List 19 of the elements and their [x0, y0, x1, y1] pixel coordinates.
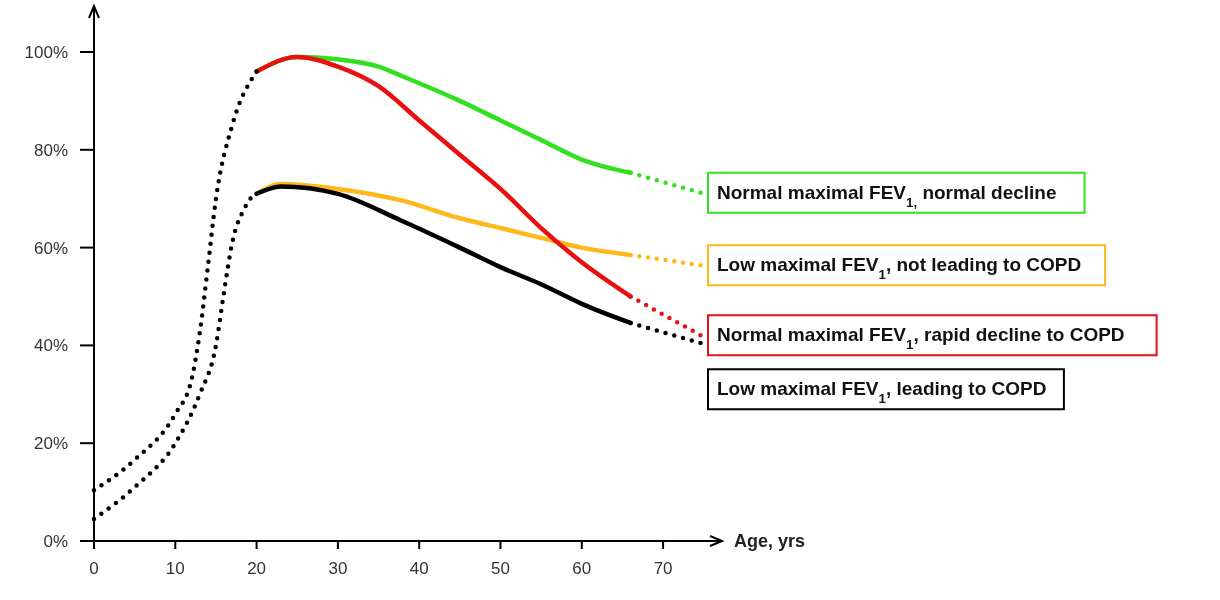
- y-tick-label: 40%: [33, 336, 68, 356]
- x-axis-title: Age, yrs: [734, 531, 806, 551]
- x-tick-label: 40: [409, 559, 429, 578]
- text: Low maximal FEV$_{1}$, leading to COPD: [717, 378, 1047, 406]
- text: Normal maximal FEV$_{1,}$ normal decline: [717, 181, 1057, 210]
- y-tick-label: 0%: [43, 532, 68, 551]
- text: Low maximal FEV$_{1}$, not leading to COPD: [717, 254, 1082, 282]
- x-tick-label: 70: [653, 559, 673, 578]
- y-tick-label: 80%: [33, 140, 68, 160]
- x-tick-label: 20: [247, 559, 267, 578]
- x-tick-label: 10: [165, 559, 185, 578]
- x-tick-label: 60: [572, 559, 592, 578]
- text: Normal maximal FEV$_{1}$, rapid decline to COPD: [717, 324, 1125, 352]
- x-tick-label: 0: [89, 559, 99, 578]
- y-tick-label: 20%: [33, 434, 68, 454]
- x-tick-label: 30: [328, 559, 348, 578]
- y-tick-label: 60%: [33, 238, 68, 258]
- x-tick-label: 50: [491, 559, 510, 578]
- y-tick-label: 100%: [24, 43, 68, 63]
